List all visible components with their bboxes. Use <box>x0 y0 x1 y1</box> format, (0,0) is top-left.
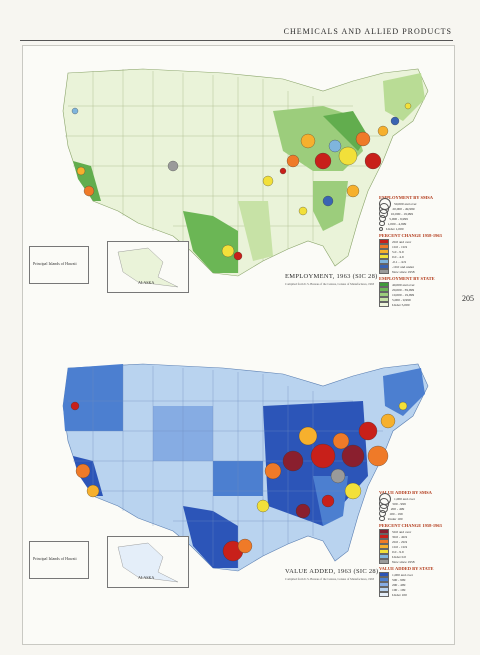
legend-label: 0.0 - 9.9 <box>392 549 404 554</box>
hawaii-inset-bottom: Principal Islands of Hawaii <box>29 541 89 579</box>
legend-label: 10.0 - 19.9 <box>392 544 408 549</box>
legend-title-state-value: VALUE ADDED BY STATE <box>379 566 434 571</box>
legend-label: 100 - 199 <box>392 587 406 592</box>
legend-label: 10,000 - 19,999 <box>390 211 413 216</box>
legend-label: 1,000 - 4,999 <box>387 221 407 226</box>
legend-label: 20.0 - 29.9 <box>392 539 408 544</box>
legend-label: 100 - 199 <box>389 511 403 516</box>
value-added-map-graphic <box>62 363 429 572</box>
hawaii-label-bottom: Principal Islands of Hawaii <box>33 556 77 561</box>
value-added-map: Principal Islands of Hawaii ALASKA VALUE… <box>23 346 454 636</box>
legend-label: 50,000 and over <box>394 201 417 206</box>
legend-label: 50.0 and over <box>392 529 412 534</box>
circle-size-swatch <box>379 226 383 231</box>
value-added-map-title: VALUE ADDED, 1963 (SIC 28) <box>285 568 379 575</box>
value-added-legend-row: Under 100 <box>379 515 449 522</box>
page-header-title: CHEMICALS AND ALLIED PRODUCTS <box>283 27 452 36</box>
employment-legend-row: New since 1958 <box>379 268 449 275</box>
color-swatch <box>379 558 389 565</box>
page-number: 205 <box>462 294 474 303</box>
employment-legend-row: Under 5,000 <box>379 301 449 308</box>
legend-label: 5,000 - 9,999 <box>392 297 411 302</box>
alaska-label: ALASKA <box>138 280 155 285</box>
legend-label: 20.0 and over <box>392 239 412 244</box>
legend-smsa-value-items: 1,000 and over 500 - 999 200 - 499 100 - 19… <box>379 492 449 522</box>
color-swatch <box>379 301 389 308</box>
legend-percent-change-value-items: 50.0 and over 30.0 - 49.9 20.0 - 29.9 10.0 … <box>379 528 449 565</box>
legend-label: 40,000 and over <box>392 282 415 287</box>
employment-map-title: EMPLOYMENT, 1963 (SIC 28) <box>285 273 378 280</box>
atlas-sheet: Principal Islands of Hawaii ALASKA EMPLO… <box>22 45 455 645</box>
legend-label: 500 - 999 <box>392 501 406 506</box>
circle-size-swatch <box>379 515 385 522</box>
legend-label: Under 100 <box>387 516 403 521</box>
legend-label: 200 - 499 <box>390 506 405 511</box>
legend-label: 10.0 - 19.9 <box>392 244 408 249</box>
legend-label: 0.0 - 4.9 <box>392 254 404 259</box>
legend-label: -10.0 and under <box>392 264 415 269</box>
employment-map: Principal Islands of Hawaii ALASKA EMPLO… <box>23 51 454 341</box>
legend-label: 5.0 - 9.9 <box>392 249 404 254</box>
legend-label: New since 1958 <box>392 269 415 274</box>
legend-label: 20,000 - 49,999 <box>392 206 415 211</box>
hawaii-label: Principal Islands of Hawaii <box>33 261 77 266</box>
legend-label: Under 0.0 <box>392 554 406 559</box>
legend-title-percent-change-value: PERCENT CHANGE 1958-1963 <box>379 523 442 528</box>
employment-map-graphic <box>62 68 429 277</box>
hawaii-inset: Principal Islands of Hawaii <box>29 246 89 284</box>
legend-state-value-items: 1,000 and over 500 - 999 200 - 499 100 - 19… <box>379 571 449 598</box>
legend-label: 500 - 999 <box>392 577 406 582</box>
legend-label: Under 100 <box>392 592 407 597</box>
legend-label: Under 1,000 <box>386 226 404 231</box>
alaska-shape <box>117 247 179 288</box>
legend-title-smsa-value: VALUE ADDED BY SMSA <box>379 490 432 495</box>
legend-label: 1,000 and over <box>394 496 415 501</box>
employment-map-credit: Compiled from U.S. Bureau of the Census,… <box>285 282 375 286</box>
alaska-shape-bottom <box>117 542 179 583</box>
legend-label: 30.0 - 49.9 <box>392 534 408 539</box>
legend-label: 1,000 and over <box>392 572 413 577</box>
legend-label: Under 5,000 <box>392 302 410 307</box>
circle-size-swatch <box>379 220 385 227</box>
header-rule <box>20 40 453 41</box>
color-swatch <box>379 268 389 275</box>
legend-label: 10,000 - 19,999 <box>392 292 415 297</box>
value-added-legend-row: Under 100 <box>379 591 449 598</box>
legend-label: 20,000 - 39,999 <box>392 287 415 292</box>
legend-label: 5,000 - 9,999 <box>389 216 408 221</box>
employment-legends: EMPLOYMENT BY SMSA 50,000 and over 20,000… <box>379 193 449 308</box>
legend-title-state-employment: EMPLOYMENT BY STATE <box>379 276 435 281</box>
alaska-inset: ALASKA <box>107 241 189 293</box>
legend-percent-change-items: 20.0 and over 10.0 - 19.9 5.0 - 9.9 0.0 - 4… <box>379 238 449 275</box>
legend-title-smsa-employment: EMPLOYMENT BY SMSA <box>379 195 434 200</box>
legend-label: New since 1958 <box>392 559 415 564</box>
legend-title-percent-change: PERCENT CHANGE 1958-1963 <box>379 233 442 238</box>
legend-label: -0.1 - -9.9 <box>392 259 406 264</box>
color-swatch <box>379 591 389 598</box>
employment-legend-row: 1,000 - 4,999 <box>379 220 449 227</box>
value-added-legend-row: New since 1958 <box>379 558 449 565</box>
legend-state-employment-items: 40,000 and over 20,000 - 39,999 10,000 - 1… <box>379 281 449 308</box>
legend-smsa-employment-items: 50,000 and over 20,000 - 49,999 10,000 - 1… <box>379 197 449 231</box>
value-added-map-credit: Compiled from U.S. Bureau of the Census,… <box>285 577 375 581</box>
alaska-inset-bottom: ALASKA <box>107 536 189 588</box>
value-added-legends: VALUE ADDED BY SMSA 1,000 and over 500 - … <box>379 488 449 598</box>
alaska-label-bottom: ALASKA <box>138 575 155 580</box>
employment-legend-row: Under 1,000 <box>379 226 449 231</box>
legend-label: 200 - 499 <box>392 582 406 587</box>
